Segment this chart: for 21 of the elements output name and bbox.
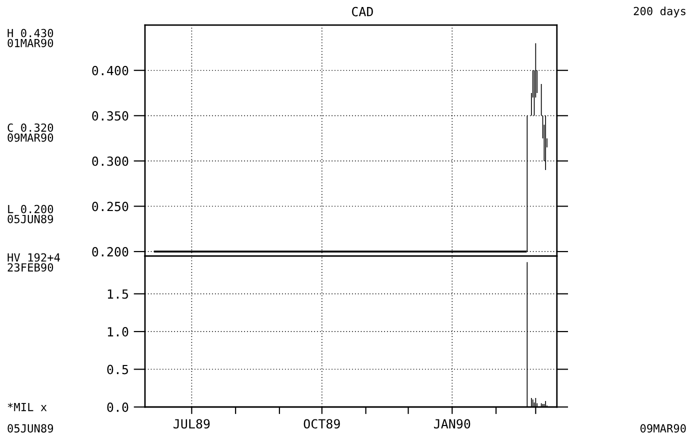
y-tick-label: 1.5 [108, 289, 128, 299]
y-tick-label: 0.400 [92, 66, 128, 76]
text: C 0.320 09MAR90 [8, 123, 54, 142]
chart-subtitle: CAD [352, 6, 373, 16]
x-tick-label: OCT89 [304, 419, 340, 429]
x-tick-label: JUL89 [174, 419, 210, 429]
y-tick-label: 0.300 [92, 156, 128, 166]
x-tick-label: JAN90 [434, 419, 470, 429]
y-tick-label: 1.0 [108, 327, 128, 336]
text: HV 192+4 23FEB90 [8, 253, 60, 272]
text: 05JUN89 [8, 424, 54, 433]
y-tick-label: 0.200 [92, 247, 128, 257]
text: *MIL x [8, 402, 47, 412]
y-tick-label: 0.0 [107, 402, 128, 412]
text: 200 days [634, 6, 686, 18]
y-tick-label: 0.350 [92, 111, 128, 121]
text: H 0.430 01MAR90 [8, 28, 54, 48]
text: L 0.200 05JUN89 [8, 204, 54, 224]
y-tick-label: 0.5 [107, 364, 128, 374]
text: 09MAR90 [640, 424, 686, 433]
y-tick-label: 0.250 [92, 202, 128, 212]
